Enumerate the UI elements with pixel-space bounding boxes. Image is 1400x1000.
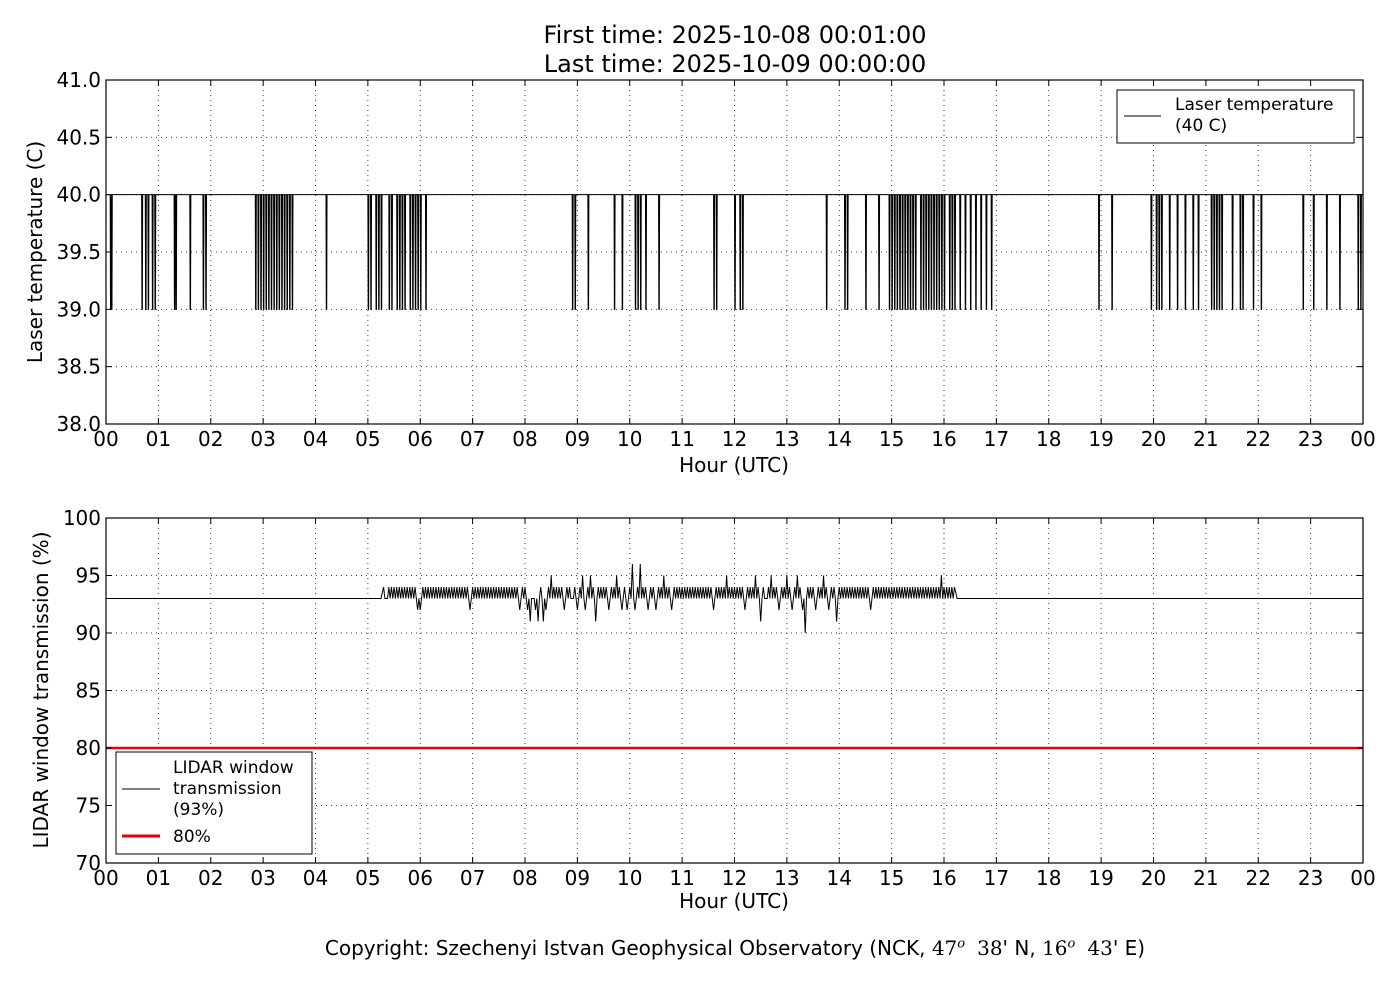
y-tick-label: 90 bbox=[76, 621, 101, 645]
x-tick-label: 17 bbox=[984, 866, 1009, 890]
footer-lon-deg: 16 bbox=[1042, 936, 1068, 960]
y-tick-label: 85 bbox=[76, 679, 101, 703]
footer-lon-suffix: ' E) bbox=[1112, 936, 1146, 960]
x-tick-label: 01 bbox=[146, 427, 171, 451]
footer-lon-deg-symbol: o bbox=[1067, 936, 1076, 952]
x-tick-label: 03 bbox=[250, 427, 275, 451]
x-tick-label: 00 bbox=[1350, 427, 1375, 451]
x-tick-label: 15 bbox=[879, 866, 904, 890]
x-tick-label: 13 bbox=[774, 427, 799, 451]
x-axis-label: Hour (UTC) bbox=[679, 453, 789, 477]
x-tick-label: 17 bbox=[984, 427, 1009, 451]
x-tick-label: 00 bbox=[1350, 866, 1375, 890]
footer-lat-suffix: ' N, bbox=[1002, 936, 1043, 960]
x-tick-label: 12 bbox=[722, 427, 747, 451]
y-axis-label: Laser temperature (C) bbox=[23, 141, 47, 363]
footer-lat-deg-symbol: o bbox=[957, 936, 966, 952]
x-tick-label: 12 bbox=[722, 866, 747, 890]
y-tick-label: 39.5 bbox=[56, 240, 101, 264]
x-tick-label: 23 bbox=[1298, 427, 1323, 451]
y-tick-label: 40.0 bbox=[56, 183, 101, 207]
lidar-transmission-panel: 00 01 02 03 04 05 06 07 08 09 10 11 12 13 14 15 16 17 18 19… bbox=[29, 506, 1376, 913]
x-tick-label: 02 bbox=[198, 866, 223, 890]
x-tick-label: 04 bbox=[303, 427, 328, 451]
chart-title-line-2: Last time: 2025-10-09 00:00:00 bbox=[544, 50, 926, 78]
x-tick-label: 15 bbox=[879, 427, 904, 451]
y-axis-label: LIDAR window transmission (%) bbox=[29, 532, 53, 849]
series-line-lidar-transmission bbox=[106, 563, 1363, 634]
chart-title-line-1: First time: 2025-10-08 00:01:00 bbox=[544, 21, 927, 49]
x-tick-label: 20 bbox=[1141, 427, 1166, 451]
laser-temperature-panel: 00 01 02 03 04 05 06 07 08 09 10 11 12 13 14 15 16 17 18 19… bbox=[23, 68, 1376, 477]
x-tick-label: 09 bbox=[565, 427, 590, 451]
copyright-footer: Copyright: Szechenyi Istvan Geophysical … bbox=[0, 936, 1400, 960]
x-tick-label: 20 bbox=[1141, 866, 1166, 890]
series-line-laser-temperature bbox=[106, 194, 1363, 310]
x-tick-label: 04 bbox=[303, 866, 328, 890]
y-tick-label: 70 bbox=[76, 851, 101, 875]
x-tick-label: 16 bbox=[931, 866, 956, 890]
x-tick-label: 21 bbox=[1193, 427, 1218, 451]
legend-label-transmission-line-1: LIDAR window bbox=[173, 758, 294, 778]
x-tick-label: 06 bbox=[408, 427, 433, 451]
legend-label-laser-line-1: Laser temperature bbox=[1175, 95, 1333, 115]
x-tick-label: 16 bbox=[931, 427, 956, 451]
x-tick-label: 08 bbox=[512, 427, 537, 451]
y-tick-label: 38.0 bbox=[56, 412, 101, 436]
footer-lat-deg: 47 bbox=[931, 936, 958, 960]
footer-lon-min: 43 bbox=[1087, 936, 1113, 960]
x-tick-label: 03 bbox=[250, 866, 275, 890]
y-tick-label: 41.0 bbox=[56, 68, 101, 92]
x-tick-label: 05 bbox=[355, 427, 380, 451]
footer-lat-min: 38 bbox=[977, 936, 1003, 960]
legend-label-transmission-line-2: transmission bbox=[173, 779, 282, 799]
legend: LIDAR window transmission (93%) 80% bbox=[115, 751, 313, 855]
y-tick-label: 38.5 bbox=[56, 355, 101, 379]
x-tick-label: 18 bbox=[1036, 427, 1061, 451]
x-tick-label: 10 bbox=[617, 427, 642, 451]
x-tick-label: 14 bbox=[827, 866, 852, 890]
y-tick-label: 80 bbox=[76, 736, 101, 760]
x-tick-label: 08 bbox=[512, 866, 537, 890]
x-tick-label: 00 bbox=[93, 866, 118, 890]
y-tick-label: 100 bbox=[63, 506, 101, 530]
y-tick-label: 75 bbox=[76, 794, 101, 818]
x-tick-label: 01 bbox=[146, 866, 171, 890]
x-tick-label: 13 bbox=[774, 866, 799, 890]
legend-label-laser-line-2: (40 C) bbox=[1175, 116, 1227, 136]
x-tick-label: 05 bbox=[355, 866, 380, 890]
legend-label-transmission-line-3: (93%) bbox=[173, 800, 224, 820]
x-tick-label: 22 bbox=[1246, 427, 1271, 451]
x-tick-label: 19 bbox=[1088, 866, 1113, 890]
x-tick-label: 22 bbox=[1246, 866, 1271, 890]
y-tick-label: 95 bbox=[76, 564, 101, 588]
x-tick-label: 02 bbox=[198, 427, 223, 451]
legend: Laser temperature (40 C) bbox=[1116, 89, 1355, 144]
x-tick-label: 19 bbox=[1088, 427, 1113, 451]
x-tick-label: 10 bbox=[617, 866, 642, 890]
x-tick-label: 07 bbox=[460, 866, 485, 890]
x-tick-label: 06 bbox=[408, 866, 433, 890]
footer-prefix: Copyright: Szechenyi Istvan Geophysical … bbox=[324, 936, 932, 960]
x-tick-label: 07 bbox=[460, 427, 485, 451]
x-tick-label: 14 bbox=[827, 427, 852, 451]
y-tick-label: 39.0 bbox=[56, 297, 101, 321]
x-tick-label: 00 bbox=[93, 427, 118, 451]
y-tick-label: 40.5 bbox=[56, 125, 101, 149]
x-tick-label: 09 bbox=[565, 866, 590, 890]
x-tick-label: 21 bbox=[1193, 866, 1218, 890]
legend-label-threshold: 80% bbox=[173, 827, 211, 847]
x-tick-label: 11 bbox=[669, 866, 694, 890]
x-axis-label: Hour (UTC) bbox=[679, 889, 789, 913]
x-tick-label: 18 bbox=[1036, 866, 1061, 890]
x-tick-label: 23 bbox=[1298, 866, 1323, 890]
x-tick-label: 11 bbox=[669, 427, 694, 451]
